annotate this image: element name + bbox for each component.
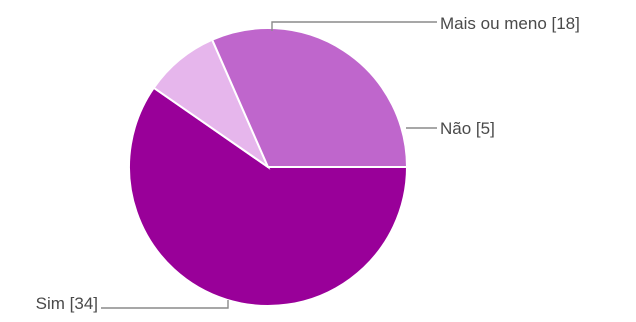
pie-slice — [128, 86, 409, 307]
leader-line — [271, 21, 437, 31]
slice-label: Mais ou meno [18] — [440, 14, 580, 33]
slice-label: Sim [34] — [36, 294, 98, 313]
slice-label: Não [5] — [440, 119, 495, 138]
pie-slice — [210, 27, 409, 168]
leader-line — [101, 300, 229, 309]
